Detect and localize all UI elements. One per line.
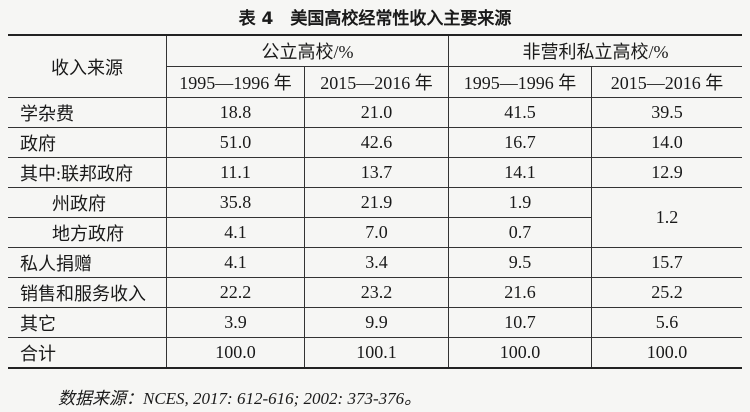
cell: 23.2 [304,277,449,308]
table-row: 其中:联邦政府 11.1 13.7 14.1 12.9 [8,157,742,188]
table-row: 其它 3.9 9.9 10.7 5.6 [8,307,742,338]
cell: 3.9 [166,307,305,338]
row-label: 州政府 [8,187,167,218]
cell: 14.0 [591,127,742,158]
cell: 22.2 [166,277,305,308]
cell: 7.0 [304,217,449,248]
cell: 10.7 [448,307,592,338]
header-cell: 1995—1996 年 [166,66,305,98]
header-cell: 2015—2016 年 [304,66,449,98]
cell: 100.0 [448,337,592,369]
cell: 21.6 [448,277,592,308]
cell: 21.0 [304,97,449,128]
cell: 4.1 [166,247,305,278]
table-row: 学杂费 18.8 21.0 41.5 39.5 [8,97,742,128]
table-row: 地方政府 4.1 7.0 0.7 [8,217,742,248]
cell: 42.6 [304,127,449,158]
row-label: 政府 [8,127,167,158]
header-cell: 公立高校/% [166,34,449,67]
cell: 14.1 [448,157,592,188]
table-row: 私人捐赠 4.1 3.4 9.5 15.7 [8,247,742,278]
row-label: 私人捐赠 [8,247,167,278]
table-row: 州政府 35.8 21.9 1.9 1.2 [8,187,742,248]
table-title: 表 4 美国高校经常性收入主要来源 [238,9,512,29]
cell: 15.7 [591,247,742,278]
cell: 41.5 [448,97,592,128]
data-table: 收入来源 公立高校/% 非营利私立高校/% 1995—1996 年 2015—2… [8,34,742,369]
cell: 11.1 [166,157,305,188]
row-label: 其它 [8,307,167,338]
cell: 4.1 [166,217,305,248]
cell: 100.0 [166,337,305,369]
row-label: 销售和服务收入 [8,277,167,308]
cell: 100.1 [304,337,449,369]
cell: 13.7 [304,157,449,188]
header-row: 收入来源 公立高校/% 非营利私立高校/% [8,34,742,98]
header-cell: 2015—2016 年 [591,66,742,98]
cell: 100.0 [591,337,742,369]
table-row: 政府 51.0 42.6 16.7 14.0 [8,127,742,158]
header-cell: 非营利私立高校/% [448,34,742,67]
row-label: 地方政府 [8,217,167,248]
cell: 9.5 [448,247,592,278]
header-cell: 1995—1996 年 [448,66,592,98]
table-row: 销售和服务收入 22.2 23.2 21.6 25.2 [8,277,742,308]
cell: 9.9 [304,307,449,338]
cell: 25.2 [591,277,742,308]
cell: 16.7 [448,127,592,158]
cell: 3.4 [304,247,449,278]
cell: 0.7 [448,217,592,248]
cell: 5.6 [591,307,742,338]
table-row: 合计 100.0 100.1 100.0 100.0 [8,337,742,369]
row-label: 学杂费 [8,97,167,128]
cell: 39.5 [591,97,742,128]
cell: 1.2 [591,187,742,248]
cell: 35.8 [166,187,305,218]
cell: 18.8 [166,97,305,128]
row-label: 合计 [8,337,167,369]
table-body: 收入来源 公立高校/% 非营利私立高校/% 1995—1996 年 2015—2… [8,34,742,369]
row-label: 其中:联邦政府 [8,157,167,188]
source-note: 数据来源：NCES, 2017: 612-616; 2002: 373-376。 [58,389,422,408]
cell: 51.0 [166,127,305,158]
header-cell: 收入来源 [8,34,167,98]
cell: 12.9 [591,157,742,188]
cell: 1.9 [448,187,592,218]
cell: 21.9 [304,187,449,218]
